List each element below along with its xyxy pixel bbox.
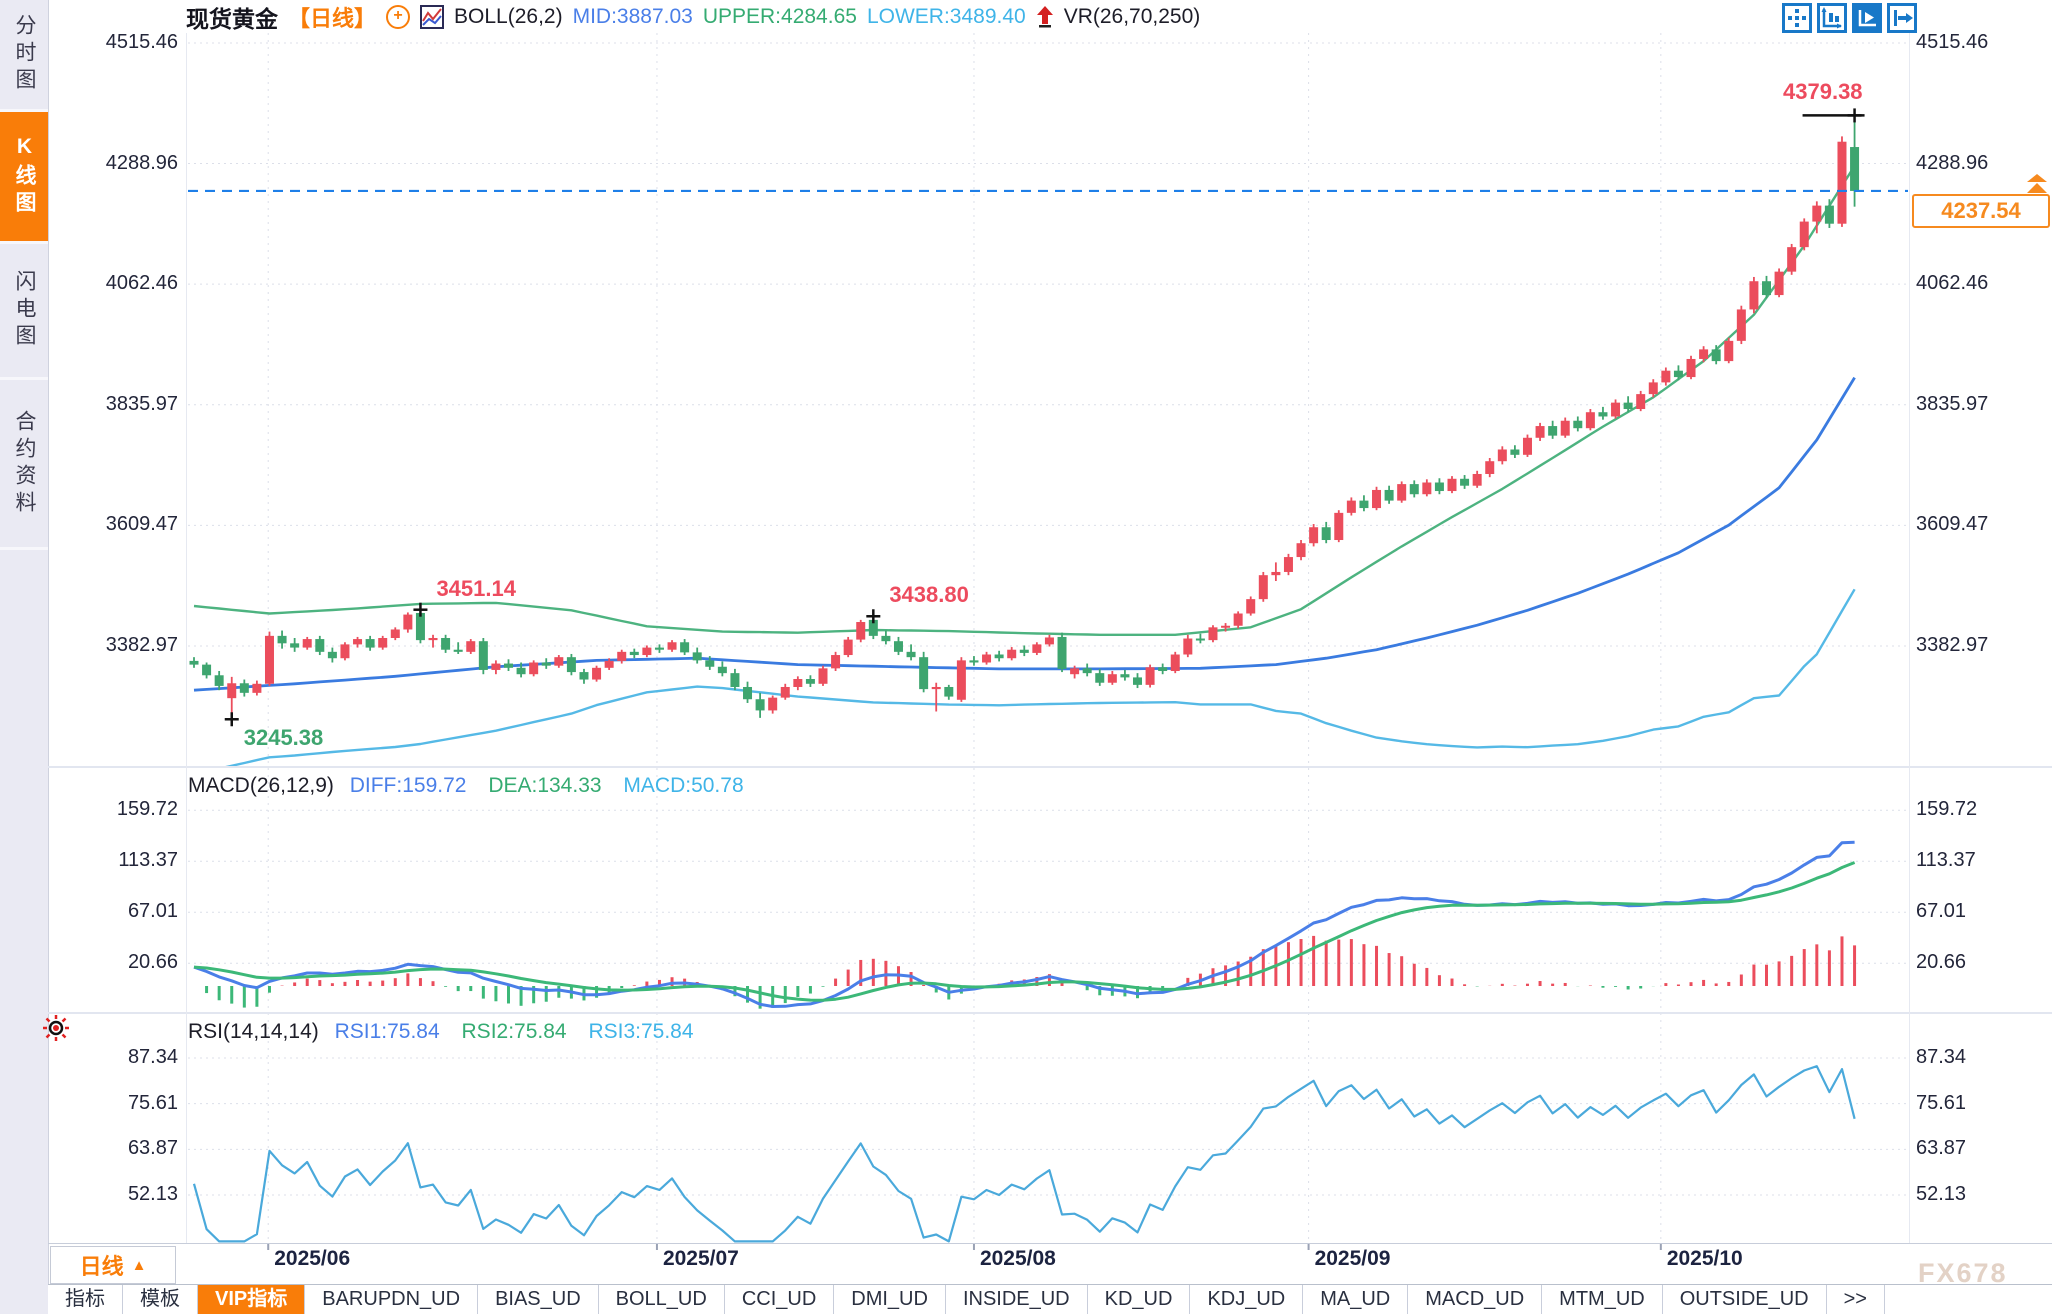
boll-upper-value: UPPER:4284.65 xyxy=(702,5,857,28)
period-selector-arrow: ▲ xyxy=(131,1256,147,1274)
chart-header: 现货黄金 【日线】 + BOLL(26,2) MID:3887.03 UPPER… xyxy=(186,2,1200,32)
macd-ytick-left: 20.66 xyxy=(127,951,178,974)
add-indicator-icon[interactable]: + xyxy=(386,5,411,29)
watermark: FX678 xyxy=(1918,1258,2008,1288)
tab-14[interactable]: MTM_UD xyxy=(1542,1285,1663,1314)
macd-ytick-right: 20.66 xyxy=(1916,951,1967,974)
xaxis-label-2025-09: 2025/09 xyxy=(1314,1247,1391,1270)
axis-separator xyxy=(48,1243,2052,1244)
pane-separator xyxy=(48,1012,2052,1014)
plot-left-border xyxy=(186,33,187,1243)
play-scroll-icon[interactable] xyxy=(1852,3,1882,33)
main-ytick-right: 3609.47 xyxy=(1916,513,1989,536)
main-ytick-left: 4288.96 xyxy=(105,151,178,174)
rsi-ytick-left: 63.87 xyxy=(127,1137,178,1160)
macd-name[interactable]: MACD(26,12,9) xyxy=(188,774,334,797)
axis-scale-icon[interactable] xyxy=(1817,3,1847,33)
rsi-pane-header: RSI(14,14,14) RSI1:75.84 RSI2:75.84 RSI3… xyxy=(188,1020,694,1044)
xaxis-label-2025-06: 2025/06 xyxy=(274,1247,351,1270)
plot-right-border xyxy=(1909,33,1910,1243)
symbol-name: 现货黄金 xyxy=(186,6,278,32)
rsi3-value: RSI3:75.84 xyxy=(588,1020,694,1043)
tab-11[interactable]: KDJ_UD xyxy=(1190,1285,1304,1314)
sidebar-item-4[interactable]: 合约资料 xyxy=(0,380,48,550)
macd-ytick-left: 67.01 xyxy=(127,900,178,923)
main-ytick-left: 4062.46 xyxy=(105,272,178,295)
boll-lower-value: LOWER:3489.40 xyxy=(866,5,1026,28)
main-ytick-left: 3382.97 xyxy=(105,634,178,656)
tab-10[interactable]: KD_UD xyxy=(1088,1285,1191,1314)
rsi-ytick-left: 75.61 xyxy=(127,1091,178,1114)
xaxis-label-2025-07: 2025/07 xyxy=(662,1247,739,1270)
chart-layout-toolbar xyxy=(1782,3,1917,33)
tab-15[interactable]: OUTSIDE_UD xyxy=(1663,1285,1827,1314)
tab-12[interactable]: MA_UD xyxy=(1303,1285,1409,1314)
tab-5[interactable]: BIAS_UD xyxy=(478,1285,599,1314)
rsi2-value: RSI2:75.84 xyxy=(461,1020,567,1043)
macd-ytick-right: 113.37 xyxy=(1916,849,1976,872)
main-ytick-right: 3382.97 xyxy=(1916,634,1989,656)
price-annotation-3451.14: 3451.14 xyxy=(436,575,516,601)
tab-8[interactable]: DMI_UD xyxy=(834,1285,946,1314)
period-selector-label: 日线 xyxy=(79,1254,124,1279)
period-selector-button[interactable]: 日线 ▲ xyxy=(50,1246,176,1284)
tab-7[interactable]: CCI_UD xyxy=(725,1285,835,1314)
tab-3[interactable]: VIP指标 xyxy=(198,1285,306,1314)
tab-4[interactable]: BARUPDN_UD xyxy=(305,1285,479,1314)
main-ytick-right: 4288.96 xyxy=(1916,151,1989,174)
sidebar-item-2[interactable]: K线图 xyxy=(0,112,48,244)
boll-params[interactable]: BOLL(26,2) xyxy=(454,5,563,28)
tab-6[interactable]: BOLL_UD xyxy=(599,1285,725,1314)
tab-16[interactable]: >> xyxy=(1827,1285,1885,1314)
rsi-name[interactable]: RSI(14,14,14) xyxy=(188,1020,319,1043)
rsi-ytick-right: 63.87 xyxy=(1916,1137,1967,1160)
rsi-ytick-right: 75.61 xyxy=(1916,1091,1967,1114)
main-ytick-left: 4515.46 xyxy=(105,30,178,53)
collapse-panel-icon[interactable] xyxy=(1887,3,1917,33)
sun-settings-icon[interactable] xyxy=(42,1014,70,1042)
boll-mid-value: MID:3887.03 xyxy=(572,5,693,28)
macd-dea-value: DEA:134.33 xyxy=(488,774,602,797)
rsi-ytick-left: 52.13 xyxy=(127,1183,178,1205)
macd-ytick-left: 159.72 xyxy=(116,798,178,821)
indicator-tabbar: 指标 模板 VIP指标 BARUPDN_UD BIAS_UD BOLL_UD CCI_UD D… xyxy=(48,1284,2052,1314)
tab-9[interactable]: INSIDE_UD xyxy=(946,1285,1088,1314)
main-ytick-right: 3835.97 xyxy=(1916,392,1989,415)
price-annotation-3245.38: 3245.38 xyxy=(243,725,324,751)
sidebar-item-3[interactable]: 闪电图 xyxy=(0,244,48,380)
period-label[interactable]: 【日线】 xyxy=(288,6,377,31)
vr-up-arrow-icon xyxy=(1036,6,1053,28)
price-up-arrows-icon xyxy=(2027,173,2047,193)
macd-pane-header: MACD(26,12,9) DIFF:159.72 DEA:134.33 MAC… xyxy=(188,774,744,798)
xaxis-label-2025-08: 2025/08 xyxy=(979,1247,1056,1270)
price-annotation-3438.80: 3438.80 xyxy=(889,582,969,608)
main-ytick-right: 4062.46 xyxy=(1916,272,1989,295)
macd-ytick-left: 113.37 xyxy=(118,849,178,872)
rsi-ytick-right: 87.34 xyxy=(1916,1046,1967,1069)
chart-type-sidebar: 分时图 K线图 闪电图 合约资料 xyxy=(0,0,49,1314)
tab-1[interactable]: 指标 xyxy=(48,1285,123,1314)
main-ytick-left: 3835.97 xyxy=(105,392,178,415)
main-ytick-right: 4515.46 xyxy=(1916,30,1989,53)
macd-ytick-right: 67.01 xyxy=(1916,900,1967,923)
price-annotation-4379.38: 4379.38 xyxy=(1783,79,1863,105)
pane-separator xyxy=(48,766,2052,768)
crosshair-layout-icon[interactable] xyxy=(1782,3,1812,33)
sidebar-item-1[interactable]: 分时图 xyxy=(0,0,48,112)
current-price-tag: 4237.54 xyxy=(1912,193,2050,228)
boll-indicator-icon[interactable] xyxy=(420,5,445,29)
xaxis-label-2025-10: 2025/10 xyxy=(1666,1247,1743,1270)
macd-diff-value: DIFF:159.72 xyxy=(349,774,467,797)
tab-13[interactable]: MACD_UD xyxy=(1408,1285,1543,1314)
vr-params[interactable]: VR(26,70,250) xyxy=(1063,5,1201,28)
rsi1-value: RSI1:75.84 xyxy=(334,1020,440,1043)
macd-ytick-right: 159.72 xyxy=(1916,798,1978,821)
main-ytick-left: 3609.47 xyxy=(105,513,178,536)
macd-macd-value: MACD:50.78 xyxy=(623,774,744,797)
rsi-ytick-left: 87.34 xyxy=(127,1046,178,1069)
tab-2[interactable]: 模板 xyxy=(123,1285,198,1314)
rsi-ytick-right: 52.13 xyxy=(1916,1183,1967,1205)
